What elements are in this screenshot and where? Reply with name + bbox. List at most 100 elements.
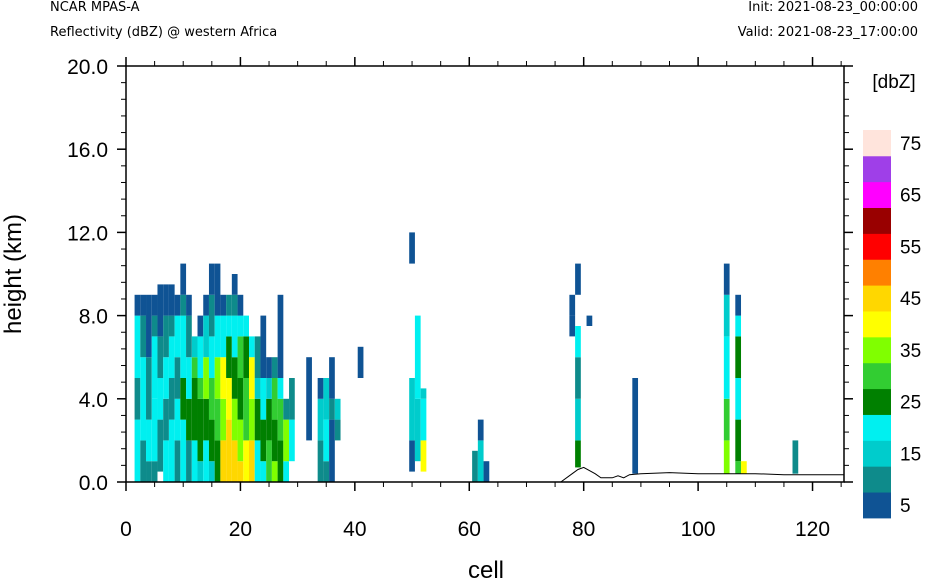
reflectivity-cell [140,315,147,358]
reflectivity-cell [483,461,490,482]
reflectivity-cell [260,419,267,462]
colorbar-swatch [863,181,891,208]
colorbar-swatch [863,388,891,415]
reflectivity-cell [203,357,209,399]
reflectivity-cell [472,450,478,482]
reflectivity-cell [203,398,209,441]
y-tick-label: 20.0 [67,56,108,79]
reflectivity-cell [271,461,278,482]
reflectivity-cell [289,378,295,420]
colorbar-swatch [863,207,891,234]
reflectivity-cell [723,398,730,441]
reflectivity-cell [735,461,742,474]
x-tick-label: 40 [343,518,366,541]
colorbar-label: 5 [900,496,911,517]
reflectivity-cell [334,419,341,441]
reflectivity-cell [197,378,204,399]
reflectivity-cell [254,336,261,378]
reflectivity-cell [140,294,147,316]
reflectivity-cell [277,294,284,378]
reflectivity-cell [231,315,238,358]
reflectivity-cell [157,336,164,378]
reflectivity-cell [208,461,215,482]
reflectivity-cell [226,315,232,337]
colorbar-label: 15 [900,444,921,465]
reflectivity-cell [283,419,290,462]
reflectivity-cells [134,232,799,482]
x-tick-label: 100 [681,518,716,541]
reflectivity-cell [723,336,730,399]
reflectivity-cell [420,388,427,399]
reflectivity-cell [208,294,215,337]
y-tick-label: 0.0 [79,472,108,495]
reflectivity-cell [237,461,244,482]
reflectivity-cell [266,440,272,482]
reflectivity-cell [249,398,255,441]
reflectivity-cell [237,378,244,420]
reflectivity-cell [220,294,227,316]
reflectivity-cell [243,440,249,482]
reflectivity-cell [243,378,249,441]
reflectivity-cell [249,440,255,482]
reflectivity-cell [735,315,742,337]
reflectivity-cell [174,398,181,441]
model-title: NCAR MPAS-A [50,0,140,15]
reflectivity-cell [180,419,187,482]
colorbar-label: 35 [900,341,921,362]
reflectivity-cell [191,336,198,358]
reflectivity-cell [414,315,421,399]
reflectivity-cell [163,284,169,316]
x-tick-label: 80 [572,518,595,541]
reflectivity-cell [220,357,227,399]
reflectivity-cell [151,461,158,482]
reflectivity-cell [260,378,267,420]
reflectivity-cell [414,398,421,462]
init-time: Init: 2021-08-23_00:00:00 [748,0,918,15]
reflectivity-cell [157,284,164,337]
reflectivity-cell [168,284,175,316]
reflectivity-cell [208,419,215,462]
reflectivity-cell [306,357,312,441]
reflectivity-cell [323,419,330,462]
reflectivity-cell [214,440,221,482]
reflectivity-cell [569,315,576,337]
reflectivity-cell [231,357,238,399]
reflectivity-cell [409,378,415,441]
reflectivity-cell [151,315,158,337]
reflectivity-cell [197,398,204,462]
x-axis-ticks: 0 20 40 60 80 100 120 [120,57,842,541]
reflectivity-cell [157,378,164,420]
reflectivity-cell [180,263,187,295]
colorbar-title: [dbZ] [872,72,915,93]
reflectivity-cell [214,263,221,316]
reflectivity-cell [329,419,335,482]
reflectivity-cell [277,378,284,399]
valid-time: Valid: 2021-08-23_17:00:00 [737,25,918,40]
reflectivity-cell [271,419,278,462]
reflectivity-cell [575,326,581,358]
y-tick-label: 12.0 [67,222,108,245]
reflectivity-cell [208,336,215,378]
colorbar-swatch [863,130,891,157]
reflectivity-cell [277,440,284,482]
reflectivity-cell [632,378,639,474]
reflectivity-cell [249,357,255,399]
reflectivity-cell [134,419,141,482]
colorbar-swatch [863,259,891,286]
reflectivity-cell [575,263,581,295]
reflectivity-cell [174,294,181,316]
colorbar-swatch [863,492,891,519]
y-axis-label: height (km) [0,214,27,334]
reflectivity-cell [186,357,192,399]
terrain-profile [126,466,844,483]
reflectivity-cell [163,315,169,358]
reflectivity-cell [735,378,742,420]
reflectivity-cell [575,398,581,441]
reflectivity-cell [249,336,255,358]
reflectivity-cell [191,357,198,378]
reflectivity-cell [586,315,593,326]
reflectivity-cell [163,398,169,441]
x-tick-label: 120 [795,518,830,541]
reflectivity-cell [168,378,175,420]
